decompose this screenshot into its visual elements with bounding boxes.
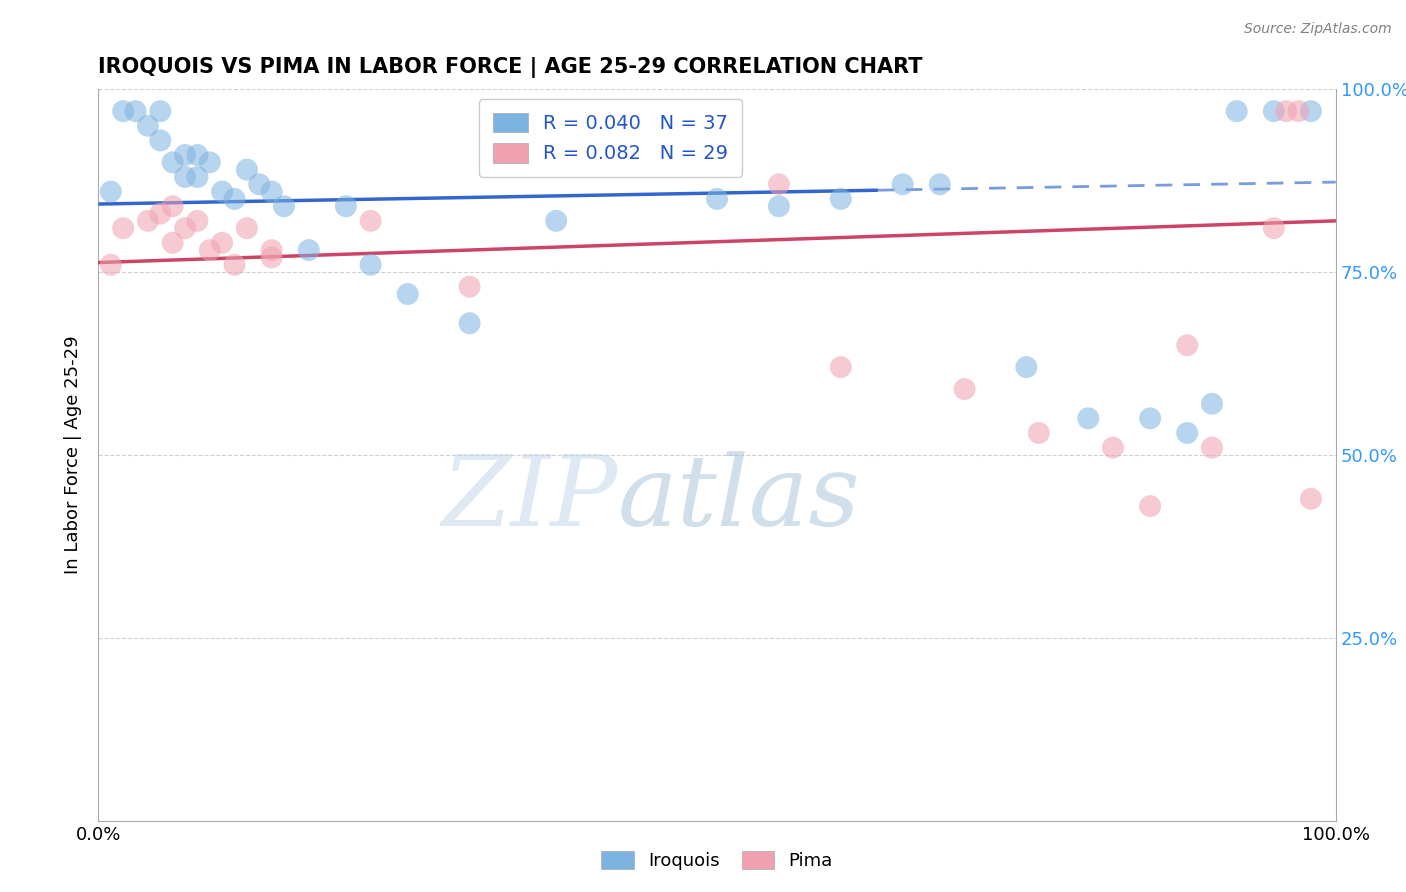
Text: ZIP: ZIP <box>441 451 619 547</box>
Point <box>830 360 852 375</box>
Point <box>186 148 208 162</box>
Point <box>1275 104 1298 119</box>
Point <box>1139 499 1161 513</box>
Point <box>768 199 790 213</box>
Point <box>1288 104 1310 119</box>
Point <box>768 178 790 192</box>
Point <box>136 214 159 228</box>
Point <box>260 243 283 257</box>
Point <box>260 251 283 265</box>
Point <box>136 119 159 133</box>
Point <box>396 287 419 301</box>
Point <box>631 141 654 155</box>
Point <box>174 148 197 162</box>
Point <box>211 185 233 199</box>
Point <box>1175 425 1198 440</box>
Point <box>260 185 283 199</box>
Text: IROQUOIS VS PIMA IN LABOR FORCE | AGE 25-29 CORRELATION CHART: IROQUOIS VS PIMA IN LABOR FORCE | AGE 25… <box>98 56 922 78</box>
Legend: Iroquois, Pima: Iroquois, Pima <box>595 844 839 878</box>
Point <box>162 235 184 250</box>
Point <box>1299 491 1322 506</box>
Point <box>162 155 184 169</box>
Point <box>953 382 976 396</box>
Point <box>273 199 295 213</box>
Point <box>186 214 208 228</box>
Point <box>360 214 382 228</box>
Point <box>546 214 568 228</box>
Point <box>1139 411 1161 425</box>
Point <box>149 104 172 119</box>
Point <box>1102 441 1125 455</box>
Y-axis label: In Labor Force | Age 25-29: In Labor Force | Age 25-29 <box>65 335 83 574</box>
Point <box>174 169 197 184</box>
Point <box>458 316 481 330</box>
Point <box>247 178 270 192</box>
Point <box>1263 221 1285 235</box>
Point <box>1015 360 1038 375</box>
Point <box>198 155 221 169</box>
Point <box>162 199 184 213</box>
Point <box>891 178 914 192</box>
Point <box>236 162 259 177</box>
Point <box>1226 104 1249 119</box>
Point <box>830 192 852 206</box>
Point <box>298 243 321 257</box>
Point <box>100 258 122 272</box>
Point <box>1201 397 1223 411</box>
Point <box>1299 104 1322 119</box>
Point <box>1028 425 1050 440</box>
Point <box>360 258 382 272</box>
Point <box>706 192 728 206</box>
Point <box>211 235 233 250</box>
Point <box>1263 104 1285 119</box>
Text: atlas: atlas <box>619 451 860 547</box>
Point <box>149 133 172 147</box>
Point <box>236 221 259 235</box>
Point <box>112 104 135 119</box>
Point <box>112 221 135 235</box>
Point <box>224 192 246 206</box>
Point <box>1077 411 1099 425</box>
Point <box>1175 338 1198 352</box>
Point <box>224 258 246 272</box>
Point <box>928 178 950 192</box>
Point <box>100 185 122 199</box>
Point <box>124 104 146 119</box>
Point <box>198 243 221 257</box>
Point <box>335 199 357 213</box>
Text: Source: ZipAtlas.com: Source: ZipAtlas.com <box>1244 22 1392 37</box>
Point <box>458 279 481 293</box>
Point <box>149 206 172 220</box>
Point <box>174 221 197 235</box>
Point <box>186 169 208 184</box>
Point <box>1201 441 1223 455</box>
